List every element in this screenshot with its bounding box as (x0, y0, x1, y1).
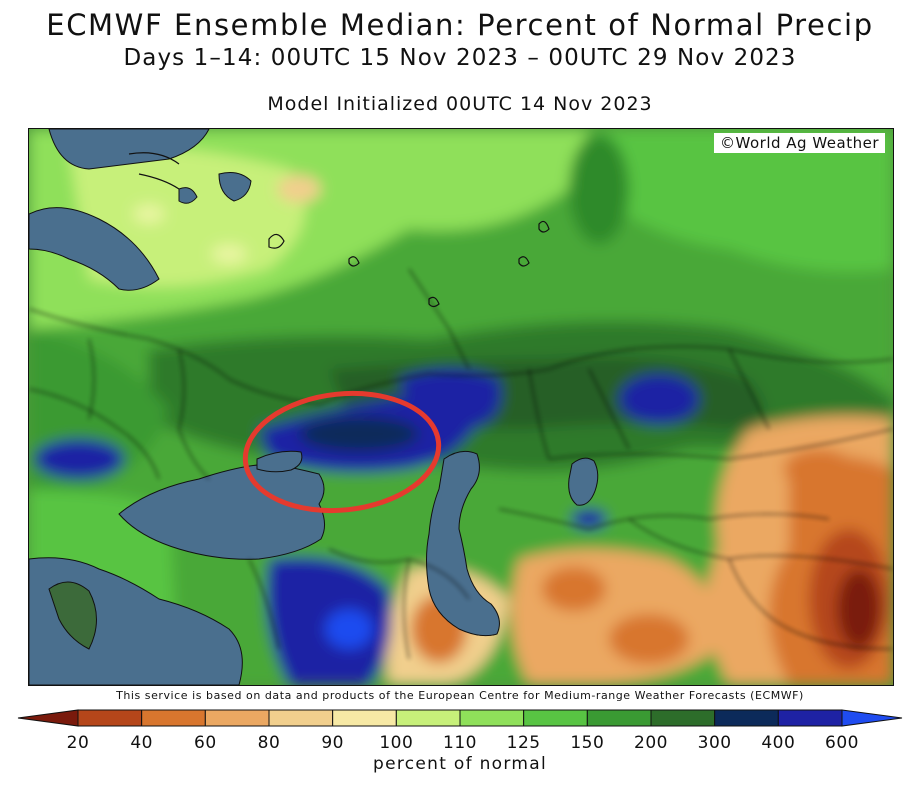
colorbar-cell (204, 709, 270, 727)
colorbar-tick-label: 300 (697, 733, 732, 753)
baltic-sea (29, 207, 160, 291)
caspian-sea (426, 450, 500, 637)
lake-ladoga (218, 172, 252, 202)
colorbar-cell (650, 709, 716, 727)
aral-sea (568, 457, 599, 506)
colorbar-tick-label: 200 (634, 733, 668, 753)
annotation-ellipse (242, 390, 442, 514)
colorbar-tick-label: 40 (130, 733, 153, 753)
water-bodies (29, 129, 599, 685)
precip-map: ©World Ag Weather (28, 128, 894, 686)
colorbar-cell (332, 709, 397, 727)
lakes-north (128, 152, 550, 308)
data-disclaimer: This service is based on data and produc… (116, 689, 804, 702)
sea-of-azov (256, 450, 303, 473)
colorbar-cell (395, 709, 461, 727)
gulf-of-finland (48, 129, 210, 170)
colorbar-tick-label: 600 (825, 733, 859, 753)
black-sea (118, 463, 325, 560)
map-canvas (29, 129, 893, 685)
adriatic-aegean (48, 581, 97, 650)
copyright-watermark: ©World Ag Weather (714, 133, 885, 153)
colorbar-tick-label: 90 (321, 733, 344, 753)
colorbar-cell (77, 709, 143, 727)
colorbar-tick-label: 400 (761, 733, 796, 753)
colorbar-tick-label: 100 (379, 733, 414, 753)
colorbar-tick-label: 110 (443, 733, 477, 753)
colorbar-label: percent of normal (373, 754, 547, 774)
colorbar-cell (268, 709, 334, 727)
colorbar-tick-label: 20 (66, 733, 90, 753)
colorbar-cell (459, 709, 525, 727)
colorbar-cell (714, 709, 779, 727)
lake-onega (178, 187, 198, 204)
model-init: Model Initialized 00UTC 14 Nov 2023 (267, 93, 653, 115)
colorbar-tick-label: 150 (570, 733, 605, 753)
colorbar-tick-label: 60 (194, 733, 217, 753)
colorbar-arrow-high (841, 709, 903, 727)
colorbar-cell (777, 709, 843, 727)
colorbar-tick-label: 80 (257, 733, 281, 753)
country-borders (29, 268, 893, 660)
colorbar-cell (141, 709, 206, 727)
colorbar-cell (523, 709, 588, 727)
colorbar-tick-label: 125 (506, 733, 541, 753)
colorbar-arrow-low (17, 709, 79, 727)
colorbar-cell (586, 709, 652, 727)
colorbar (17, 709, 903, 727)
chart-title: ECMWF Ensemble Median: Percent of Normal… (46, 8, 874, 42)
forecast-period: Days 1–14: 00UTC 15 Nov 2023 – 00UTC 29 … (123, 45, 797, 71)
